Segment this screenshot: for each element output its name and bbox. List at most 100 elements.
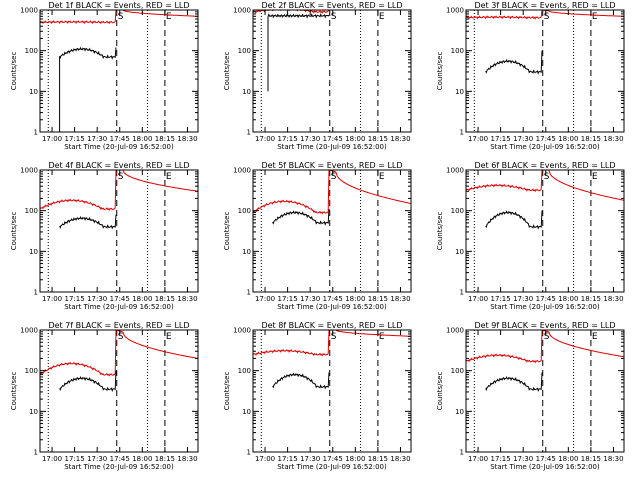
- y-tick-label: 10: [455, 88, 464, 96]
- y-tick-label: 1000: [20, 7, 38, 15]
- marker-label-s: S: [118, 332, 124, 342]
- events-series-line: [272, 208, 330, 226]
- x-tick-label: 17:15: [491, 455, 511, 463]
- marker-label-e: E: [166, 12, 172, 22]
- y-tick-label: 100: [238, 367, 251, 375]
- x-tick-label: 18:00: [345, 135, 365, 143]
- events-series-line: [59, 46, 117, 132]
- x-tick-label: 17:00: [255, 135, 275, 143]
- x-tick-label: 18:00: [558, 135, 578, 143]
- y-tick-label: 10: [242, 88, 251, 96]
- x-tick-label: 18:30: [390, 455, 410, 463]
- events-series-line: [485, 50, 543, 75]
- x-tick-label: 17:15: [491, 295, 511, 303]
- x-axis-label: Start Time (20-Jul-09 16:52:00): [490, 143, 600, 151]
- x-tick-label: 18:00: [132, 135, 152, 143]
- events-series-line: [267, 13, 330, 92]
- plot-frame: [465, 329, 625, 453]
- marker-label-s: S: [544, 172, 550, 182]
- y-tick-label: 100: [451, 207, 464, 215]
- y-tick-label: 1: [460, 289, 464, 297]
- y-tick-label: 10: [455, 248, 464, 256]
- x-tick-label: 18:30: [603, 295, 623, 303]
- x-tick-label: 17:45: [110, 135, 130, 143]
- x-tick-label: 17:15: [491, 135, 511, 143]
- x-axis-label: Start Time (20-Jul-09 16:52:00): [490, 303, 600, 311]
- panel-title: Det 1f BLACK = Events, RED = LLD: [48, 1, 189, 10]
- panel-9: Det 9f BLACK = Events, RED = LLD S E 1 10 100…: [436, 321, 625, 471]
- lld-series-line: [39, 329, 199, 377]
- x-tick-label: 17:45: [536, 455, 556, 463]
- x-tick-label: 17:30: [513, 295, 533, 303]
- x-tick-label: 17:45: [110, 455, 130, 463]
- x-tick-label: 18:15: [368, 135, 388, 143]
- events-series-line: [59, 214, 117, 230]
- y-tick-label: 1000: [20, 327, 38, 335]
- marker-label-s: S: [544, 332, 550, 342]
- lld-series-line: [39, 9, 199, 25]
- x-axis-label: Start Time (20-Jul-09 16:52:00): [277, 463, 387, 471]
- x-tick-label: 17:30: [513, 455, 533, 463]
- x-tick-label: 18:15: [155, 455, 175, 463]
- marker-label-e: E: [592, 332, 598, 342]
- marker-label-s: S: [331, 12, 337, 22]
- y-tick-label: 10: [29, 248, 38, 256]
- lld-series-line: [465, 329, 625, 364]
- y-tick-label: 1: [34, 449, 38, 457]
- x-tick-label: 18:15: [368, 455, 388, 463]
- panel-title: Det 7f BLACK = Events, RED = LLD: [48, 321, 189, 330]
- x-tick-label: 17:45: [323, 135, 343, 143]
- y-tick-label: 1: [247, 449, 251, 457]
- y-tick-label: 1000: [446, 167, 464, 175]
- marker-label-s: S: [331, 332, 337, 342]
- plot-frame: [465, 169, 625, 293]
- y-tick-label: 1000: [446, 7, 464, 15]
- x-tick-label: 18:30: [390, 295, 410, 303]
- x-tick-label: 17:30: [87, 455, 107, 463]
- marker-label-e: E: [592, 172, 598, 182]
- x-tick-label: 17:30: [300, 135, 320, 143]
- panel-title: Det 3f BLACK = Events, RED = LLD: [474, 1, 615, 10]
- marker-label-e: E: [592, 12, 598, 22]
- x-tick-label: 18:00: [132, 455, 152, 463]
- y-tick-label: 1000: [446, 327, 464, 335]
- x-tick-label: 18:00: [345, 295, 365, 303]
- marker-label-s: S: [544, 12, 550, 22]
- x-tick-label: 17:45: [110, 295, 130, 303]
- x-tick-label: 17:45: [536, 135, 556, 143]
- x-tick-label: 18:15: [368, 295, 388, 303]
- y-tick-label: 1: [247, 129, 251, 137]
- x-tick-label: 18:30: [390, 135, 410, 143]
- y-axis-label: Counts/sec: [10, 372, 18, 411]
- panel-6: Det 6f BLACK = Events, RED = LLD S E 1 10 100…: [436, 161, 625, 311]
- x-tick-label: 17:45: [323, 295, 343, 303]
- plot-frame: [39, 169, 199, 293]
- y-tick-label: 100: [25, 47, 38, 55]
- x-axis-label: Start Time (20-Jul-09 16:52:00): [490, 463, 600, 471]
- y-axis-label: Counts/sec: [436, 212, 444, 251]
- x-tick-label: 18:30: [177, 295, 197, 303]
- x-tick-label: 17:00: [42, 295, 62, 303]
- y-tick-label: 1: [34, 129, 38, 137]
- x-tick-label: 17:15: [278, 135, 298, 143]
- y-tick-label: 1000: [233, 327, 251, 335]
- x-tick-label: 18:00: [558, 295, 578, 303]
- x-tick-label: 18:15: [581, 295, 601, 303]
- y-axis-label: Counts/sec: [436, 52, 444, 91]
- panel-title: Det 9f BLACK = Events, RED = LLD: [474, 321, 615, 330]
- x-tick-label: 17:45: [536, 295, 556, 303]
- events-series-line: [59, 370, 117, 392]
- x-tick-label: 17:00: [468, 455, 488, 463]
- panel-4: Det 4f BLACK = Events, RED = LLD S E 1 10 100…: [10, 161, 199, 311]
- marker-label-s: S: [331, 172, 337, 182]
- marker-label-e: E: [166, 172, 172, 182]
- x-tick-label: 17:15: [278, 295, 298, 303]
- events-series-line: [272, 372, 330, 390]
- lld-series-line: [252, 329, 412, 357]
- x-tick-label: 18:15: [155, 135, 175, 143]
- plot-frame: [39, 329, 199, 453]
- y-axis-label: Counts/sec: [436, 372, 444, 411]
- x-tick-label: 17:00: [255, 455, 275, 463]
- x-tick-label: 17:15: [65, 455, 85, 463]
